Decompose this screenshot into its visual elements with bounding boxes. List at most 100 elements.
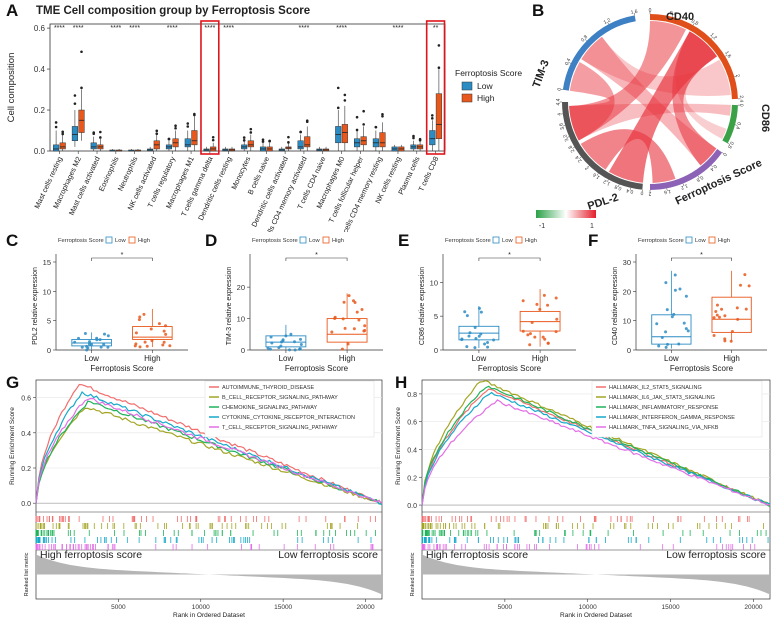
box-high <box>191 130 198 146</box>
outlier-point <box>355 115 359 119</box>
panel-label-c: C <box>6 231 19 250</box>
y-axis-label: PDL2 relative expression <box>32 267 39 345</box>
legend-label-high: High <box>332 238 344 244</box>
outlier-point <box>73 94 77 97</box>
outlier-point <box>261 140 265 143</box>
outlier-point <box>287 141 290 144</box>
data-point <box>465 345 469 349</box>
chart-title: TME Cell composition group by Ferroptosi… <box>36 5 310 17</box>
data-point <box>528 343 532 347</box>
sector-tick <box>725 54 728 57</box>
panel-label-a: A <box>6 1 19 20</box>
data-point <box>468 331 472 335</box>
data-point <box>289 332 293 336</box>
outlier-point <box>268 139 271 143</box>
data-point <box>145 344 149 348</box>
sector-tick <box>579 156 582 159</box>
data-point <box>664 330 668 334</box>
outlier-point <box>73 102 77 105</box>
sector-tick-label: 4.4 <box>556 98 562 105</box>
data-point <box>161 343 165 347</box>
legend-label: CHEMOKINE_SIGNALING_PATHWAY <box>222 405 317 411</box>
sector-tick <box>607 179 609 182</box>
y-tick-label: 15 <box>43 258 51 267</box>
data-point <box>133 344 137 348</box>
legend-title: Ferroptosis Score <box>252 238 298 244</box>
outlier-point <box>186 122 190 125</box>
data-point <box>486 341 490 345</box>
data-point <box>150 339 154 343</box>
data-point <box>483 342 487 346</box>
data-point <box>360 308 364 312</box>
ranked-metric-area <box>36 554 382 595</box>
legend-swatch-low <box>105 236 113 244</box>
x-axis-label: Ferroptosis Score <box>670 364 734 372</box>
x-tick-label: Low <box>84 354 99 363</box>
data-point <box>162 340 166 344</box>
sector-tick-label: 0.4 <box>734 121 742 129</box>
legend-label: HALLMARK_IL2_STAT5_SIGNALING <box>609 385 702 391</box>
significance-mark: * <box>700 252 703 259</box>
legend-title: Ferroptosis Score <box>445 238 491 244</box>
data-point <box>149 327 153 331</box>
data-point <box>477 306 481 310</box>
enrichment-curve <box>421 399 771 506</box>
sector-arc <box>562 101 643 190</box>
outlier-point <box>61 130 65 134</box>
sector-label: CD40 <box>666 11 694 23</box>
outlier-point <box>299 130 302 134</box>
significance-mark: **** <box>129 25 140 32</box>
panel-label-d: D <box>205 231 218 250</box>
data-point <box>363 324 367 328</box>
x-tick-label: Low <box>472 354 487 363</box>
outlier-point <box>343 99 347 102</box>
x-axis-label: Ferroptosis Score <box>90 364 154 372</box>
data-point <box>347 294 351 298</box>
sector-tick-label: 0.8 <box>690 18 699 27</box>
panel-label-e: E <box>398 231 410 250</box>
outlier-point <box>336 106 340 110</box>
data-point <box>736 317 740 321</box>
data-point <box>463 310 467 314</box>
data-point <box>530 321 534 325</box>
data-point <box>554 296 558 300</box>
data-point <box>95 336 99 340</box>
data-point <box>270 341 274 345</box>
outlier-point <box>343 93 347 97</box>
data-point <box>355 310 359 314</box>
legend-swatch-high <box>461 93 473 103</box>
highlight-box <box>200 20 220 155</box>
sector-tick-label: 2.4 <box>574 154 583 163</box>
y-tick-label: 0.6 <box>34 24 46 33</box>
colorbar <box>536 210 596 218</box>
outlier-point <box>374 125 378 129</box>
data-point <box>73 340 77 344</box>
outlier-point <box>305 119 309 123</box>
data-point <box>664 281 668 285</box>
data-point <box>341 317 345 321</box>
y-tick-label: 0 <box>47 346 51 355</box>
left-annotation: High ferroptosis score <box>426 549 528 561</box>
sector-tick <box>710 165 713 167</box>
data-point <box>664 345 668 349</box>
data-point <box>554 330 558 334</box>
legend-label-high: High <box>525 238 537 244</box>
sector-tick-label: 0.4 <box>708 163 717 172</box>
data-point <box>298 337 302 341</box>
y-tick-label: 0.4 <box>407 447 417 454</box>
plot-frame <box>49 23 446 152</box>
sector-tick-label: 3.6 <box>558 122 566 131</box>
y-tick-label: 5 <box>47 317 51 326</box>
panel-label-g: G <box>6 373 20 392</box>
data-point <box>340 347 344 351</box>
significance-mark: **** <box>298 25 309 32</box>
sector-tick <box>672 14 674 17</box>
chord-link <box>672 31 717 166</box>
sector-tick <box>697 175 700 178</box>
outlier-point <box>174 126 177 130</box>
data-point <box>677 342 681 346</box>
data-point <box>555 317 559 321</box>
outlier-point <box>54 125 58 129</box>
outlier-point <box>174 124 177 127</box>
